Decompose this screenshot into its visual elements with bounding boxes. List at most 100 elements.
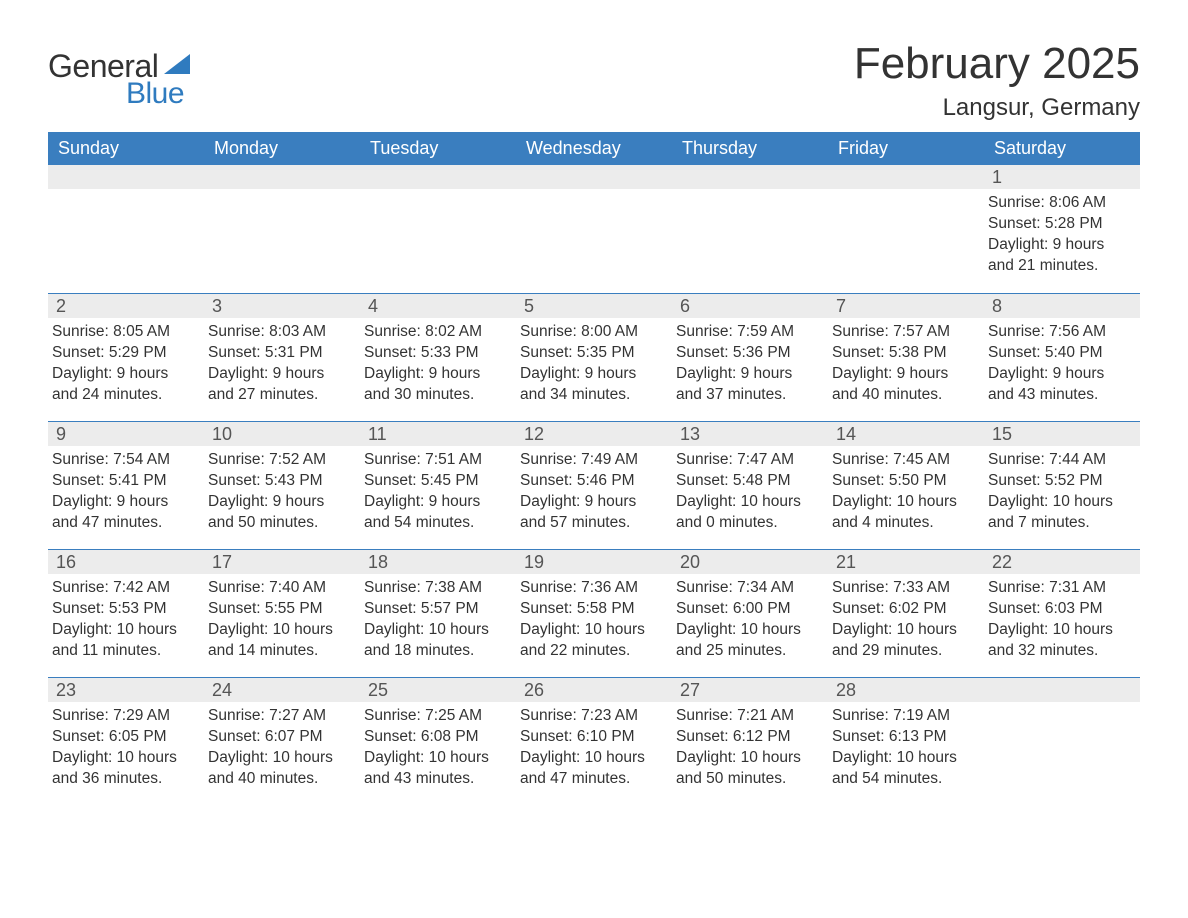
weekday-tuesday: Tuesday bbox=[360, 132, 516, 165]
daylight-line: Daylight: 9 hours and 21 minutes. bbox=[988, 235, 1132, 277]
day-cell: 4Sunrise: 8:02 AMSunset: 5:33 PMDaylight… bbox=[360, 294, 516, 421]
sunrise-line: Sunrise: 7:29 AM bbox=[52, 706, 196, 727]
sunset-line: Sunset: 5:36 PM bbox=[676, 343, 820, 364]
day-number: 20 bbox=[672, 550, 828, 574]
daylight-line: Daylight: 9 hours and 54 minutes. bbox=[364, 492, 508, 534]
day-number: 14 bbox=[828, 422, 984, 446]
day-content bbox=[48, 189, 204, 293]
day-content: Sunrise: 7:51 AMSunset: 5:45 PMDaylight:… bbox=[360, 446, 516, 549]
sunset-line: Sunset: 5:31 PM bbox=[208, 343, 352, 364]
daylight-line: Daylight: 10 hours and 18 minutes. bbox=[364, 620, 508, 662]
sunset-line: Sunset: 5:38 PM bbox=[832, 343, 976, 364]
sunrise-line: Sunrise: 7:44 AM bbox=[988, 450, 1132, 471]
sunset-line: Sunset: 5:58 PM bbox=[520, 599, 664, 620]
day-number: 28 bbox=[828, 678, 984, 702]
sunrise-line: Sunrise: 7:34 AM bbox=[676, 578, 820, 599]
daylight-line: Daylight: 9 hours and 27 minutes. bbox=[208, 364, 352, 406]
day-cell: 6Sunrise: 7:59 AMSunset: 5:36 PMDaylight… bbox=[672, 294, 828, 421]
daylight-line: Daylight: 10 hours and 43 minutes. bbox=[364, 748, 508, 790]
day-number: 9 bbox=[48, 422, 204, 446]
day-number: 24 bbox=[204, 678, 360, 702]
daylight-line: Daylight: 9 hours and 57 minutes. bbox=[520, 492, 664, 534]
day-content: Sunrise: 7:34 AMSunset: 6:00 PMDaylight:… bbox=[672, 574, 828, 677]
weekday-saturday: Saturday bbox=[984, 132, 1140, 165]
day-cell bbox=[984, 678, 1140, 805]
header-row: General Blue February 2025 Langsur, Germ… bbox=[48, 40, 1140, 122]
day-content: Sunrise: 8:06 AMSunset: 5:28 PMDaylight:… bbox=[984, 189, 1140, 293]
daylight-line: Daylight: 10 hours and 50 minutes. bbox=[676, 748, 820, 790]
sunset-line: Sunset: 5:46 PM bbox=[520, 471, 664, 492]
day-cell: 2Sunrise: 8:05 AMSunset: 5:29 PMDaylight… bbox=[48, 294, 204, 421]
sunset-line: Sunset: 5:35 PM bbox=[520, 343, 664, 364]
day-content: Sunrise: 7:29 AMSunset: 6:05 PMDaylight:… bbox=[48, 702, 204, 805]
day-number: 6 bbox=[672, 294, 828, 318]
day-cell: 19Sunrise: 7:36 AMSunset: 5:58 PMDayligh… bbox=[516, 550, 672, 677]
sunrise-line: Sunrise: 7:38 AM bbox=[364, 578, 508, 599]
sunrise-line: Sunrise: 7:42 AM bbox=[52, 578, 196, 599]
day-number: 17 bbox=[204, 550, 360, 574]
day-number: 3 bbox=[204, 294, 360, 318]
day-content: Sunrise: 7:59 AMSunset: 5:36 PMDaylight:… bbox=[672, 318, 828, 421]
day-number: 10 bbox=[204, 422, 360, 446]
day-number bbox=[828, 165, 984, 189]
sunset-line: Sunset: 5:53 PM bbox=[52, 599, 196, 620]
day-content: Sunrise: 7:33 AMSunset: 6:02 PMDaylight:… bbox=[828, 574, 984, 677]
day-number: 19 bbox=[516, 550, 672, 574]
weekday-header-row: Sunday Monday Tuesday Wednesday Thursday… bbox=[48, 132, 1140, 165]
week-row: 9 Sunrise: 7:54 AMSunset: 5:41 PM Daylight… bbox=[48, 421, 1140, 549]
sunrise-line: Sunrise: 8:05 AM bbox=[52, 322, 196, 343]
sunset-line: Sunset: 6:07 PM bbox=[208, 727, 352, 748]
day-number: 18 bbox=[360, 550, 516, 574]
sunrise-line: Sunrise: 7:54 AM bbox=[52, 450, 196, 471]
day-number: 21 bbox=[828, 550, 984, 574]
day-content: Sunrise: 7:36 AMSunset: 5:58 PMDaylight:… bbox=[516, 574, 672, 677]
sunset-line: Sunset: 5:57 PM bbox=[364, 599, 508, 620]
daylight-line: Daylight: 10 hours and 11 minutes. bbox=[52, 620, 196, 662]
weekday-sunday: Sunday bbox=[48, 132, 204, 165]
location-label: Langsur, Germany bbox=[854, 94, 1140, 122]
day-content bbox=[672, 189, 828, 293]
sunset-line: Sunset: 6:13 PM bbox=[832, 727, 976, 748]
daylight-line: Daylight: 9 hours and 30 minutes. bbox=[364, 364, 508, 406]
sunset-line: Sunset: 5:48 PM bbox=[676, 471, 820, 492]
daylight-line: Daylight: 10 hours and 0 minutes. bbox=[676, 492, 820, 534]
day-cell: 13Sunrise: 7:47 AMSunset: 5:48 PMDayligh… bbox=[672, 422, 828, 549]
sunrise-line: Sunrise: 7:49 AM bbox=[520, 450, 664, 471]
sunrise-line: Sunrise: 7:57 AM bbox=[832, 322, 976, 343]
day-number: 16 bbox=[48, 550, 204, 574]
day-cell: 15Sunrise: 7:44 AMSunset: 5:52 PMDayligh… bbox=[984, 422, 1140, 549]
day-cell: 21Sunrise: 7:33 AMSunset: 6:02 PMDayligh… bbox=[828, 550, 984, 677]
sunset-line: Sunset: 6:02 PM bbox=[832, 599, 976, 620]
daylight-line: Daylight: 10 hours and 32 minutes. bbox=[988, 620, 1132, 662]
day-cell: 7Sunrise: 7:57 AMSunset: 5:38 PMDaylight… bbox=[828, 294, 984, 421]
sunrise-line: Sunrise: 7:21 AM bbox=[676, 706, 820, 727]
logo-text-blue: Blue bbox=[126, 77, 184, 111]
sunset-line: Sunset: 5:41 PM bbox=[52, 471, 196, 492]
weekday-friday: Friday bbox=[828, 132, 984, 165]
day-cell bbox=[360, 165, 516, 293]
day-cell: 1Sunrise: 8:06 AMSunset: 5:28 PMDaylight… bbox=[984, 165, 1140, 293]
sunrise-line: Sunrise: 7:19 AM bbox=[832, 706, 976, 727]
day-number: 26 bbox=[516, 678, 672, 702]
sunrise-line: Sunrise: 8:00 AM bbox=[520, 322, 664, 343]
day-cell: 24Sunrise: 7:27 AMSunset: 6:07 PMDayligh… bbox=[204, 678, 360, 805]
day-number bbox=[516, 165, 672, 189]
day-content: Sunrise: 7:49 AMSunset: 5:46 PMDaylight:… bbox=[516, 446, 672, 549]
day-content: Sunrise: 7:52 AMSunset: 5:43 PMDaylight:… bbox=[204, 446, 360, 549]
sunrise-line: Sunrise: 8:06 AM bbox=[988, 193, 1132, 214]
day-cell: 12Sunrise: 7:49 AMSunset: 5:46 PMDayligh… bbox=[516, 422, 672, 549]
day-content: Sunrise: 7:47 AMSunset: 5:48 PMDaylight:… bbox=[672, 446, 828, 549]
sunrise-line: Sunrise: 7:52 AM bbox=[208, 450, 352, 471]
weekday-thursday: Thursday bbox=[672, 132, 828, 165]
day-cell bbox=[828, 165, 984, 293]
day-content: Sunrise: 7:19 AMSunset: 6:13 PMDaylight:… bbox=[828, 702, 984, 805]
day-number: 23 bbox=[48, 678, 204, 702]
day-cell: 17Sunrise: 7:40 AMSunset: 5:55 PMDayligh… bbox=[204, 550, 360, 677]
day-number: 27 bbox=[672, 678, 828, 702]
title-block: February 2025 Langsur, Germany bbox=[854, 40, 1140, 122]
sunrise-line: Sunrise: 7:33 AM bbox=[832, 578, 976, 599]
day-content bbox=[984, 702, 1140, 805]
day-content: Sunrise: 7:57 AMSunset: 5:38 PMDaylight:… bbox=[828, 318, 984, 421]
day-content: Sunrise: 8:05 AMSunset: 5:29 PMDaylight:… bbox=[48, 318, 204, 421]
sunrise-line: Sunrise: 7:40 AM bbox=[208, 578, 352, 599]
